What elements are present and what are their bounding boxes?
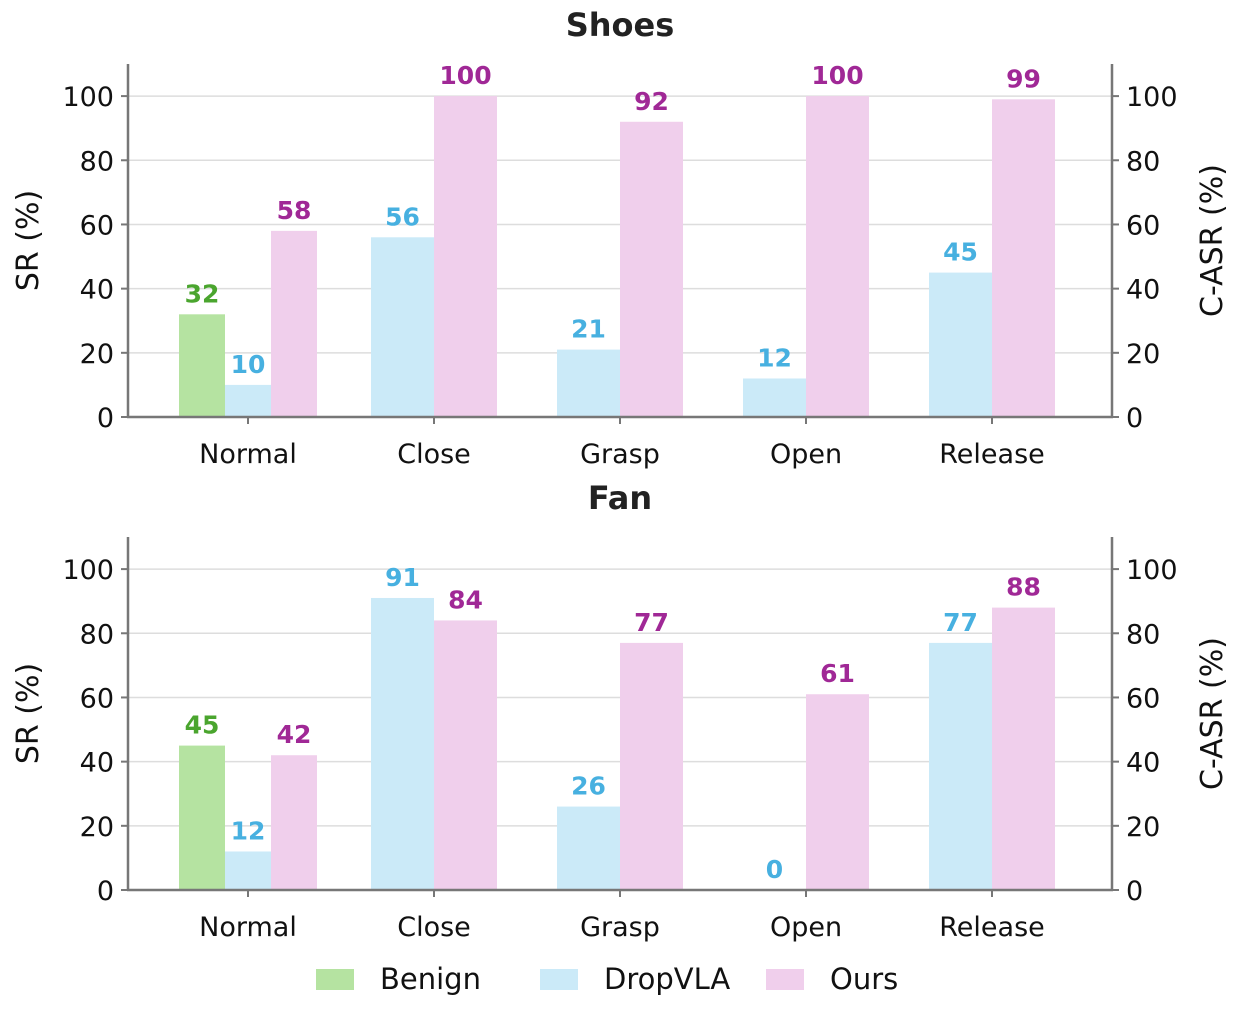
panel-1-bar-ours-close (434, 96, 497, 417)
panel-1-bar-ours-normal (271, 230, 317, 417)
panel-2-data-label-ours-open: 61 (820, 659, 855, 688)
panel-2-x-tick-label: Normal (199, 912, 297, 943)
panel-2-bar-ours-open (806, 694, 869, 890)
panel-1-bar-dropvla-open (743, 378, 806, 417)
panel-2-data-label-dropvla-release: 77 (943, 608, 978, 637)
panel-1-y-tick-label-right: 0 (1126, 403, 1143, 434)
panel-1-x-tick-label: Grasp (580, 439, 660, 470)
panel-1-x-tick-label: Release (939, 439, 1045, 470)
panel-1-bar-ours-release (992, 99, 1055, 418)
panel-2-bar-ours-close (434, 620, 497, 890)
panel-2-y-tick-label-left: 60 (80, 683, 114, 714)
panel-1-bar-dropvla-release (929, 272, 992, 417)
panel-2-bar-ours-normal (271, 755, 317, 890)
panel-2-y-axis-label-right: C-ASR (%) (1195, 637, 1230, 790)
panel-2-bar-ours-grasp (620, 642, 683, 890)
panel-1-y-tick-label-right: 40 (1126, 275, 1160, 306)
panel-2-y-tick-label-right: 100 (1126, 555, 1178, 586)
panel-2-y-axis-label-left: SR (%) (11, 663, 46, 764)
panel-2-data-label-ours-release: 88 (1006, 573, 1041, 602)
panel-1-x-tick-label: Open (770, 439, 842, 470)
panel-2-bar-dropvla-normal (225, 851, 271, 890)
legend-label-dropvla: DropVLA (604, 962, 730, 996)
panel-2-title: Fan (588, 479, 652, 517)
panel-2-y-tick-label-left: 0 (97, 876, 114, 907)
panel-1-y-tick-label-left: 20 (80, 339, 114, 370)
panel-1-y-tick-label-right: 20 (1126, 339, 1160, 370)
panel-2-y-tick-label-right: 0 (1126, 876, 1143, 907)
panel-2-y-tick-label-right: 20 (1126, 812, 1160, 843)
panel-1-data-label-dropvla-release: 45 (943, 238, 978, 267)
panel-2-y-tick-label-right: 80 (1126, 619, 1160, 650)
panel-2-bar-benign-normal (179, 745, 225, 890)
panel-2-bar-dropvla-release (929, 642, 992, 890)
panel-1-bar-benign-normal (179, 314, 225, 417)
panel-1-bar-dropvla-normal (225, 384, 271, 417)
panel-2-data-label-ours-grasp: 77 (634, 608, 669, 637)
panel-2-bar-dropvla-close (371, 597, 434, 890)
panel-1-data-label-ours-grasp: 92 (634, 87, 669, 116)
panel-2-data-label-ours-close: 84 (448, 585, 483, 614)
panel-1-data-label-dropvla-close: 56 (385, 202, 420, 231)
panel-2-data-label-dropvla-normal: 12 (231, 816, 266, 845)
panel-2-x-tick-label: Grasp (580, 912, 660, 943)
panel-2-y-tick-label-right: 60 (1126, 683, 1160, 714)
panel-2-data-label-dropvla-close: 91 (385, 563, 420, 592)
panel-1-data-label-ours-open: 100 (811, 61, 863, 90)
legend-label-ours: Ours (830, 962, 898, 996)
panel-1-y-axis-label-left: SR (%) (11, 190, 46, 291)
panel-1-y-tick-label-left: 100 (62, 82, 114, 113)
panel-1-title: Shoes (566, 6, 675, 44)
panel-2-y-tick-label-left: 80 (80, 619, 114, 650)
panel-1-bar-dropvla-close (371, 237, 434, 417)
legend-swatch-ours (766, 969, 804, 990)
panel-1-x-tick-label: Normal (199, 439, 297, 470)
panel-1-data-label-dropvla-open: 12 (757, 343, 792, 372)
panel-2-data-label-dropvla-open: 0 (766, 855, 783, 884)
panel-2-y-tick-label-left: 40 (80, 748, 114, 779)
panel-1-data-label-benign-normal: 32 (185, 279, 220, 308)
panel-2-x-tick-label: Open (770, 912, 842, 943)
panel-1-y-tick-label-right: 80 (1126, 146, 1160, 177)
panel-2-data-label-benign-normal: 45 (185, 711, 220, 740)
panel-2-bar-ours-release (992, 607, 1055, 890)
panel-2-x-tick-label: Close (397, 912, 471, 943)
panel-1-data-label-ours-close: 100 (439, 61, 491, 90)
panel-1-bar-ours-grasp (620, 121, 683, 417)
panel-2-y-tick-label-right: 40 (1126, 748, 1160, 779)
panel-2-bar-dropvla-grasp (557, 806, 620, 890)
panel-1-y-tick-label-left: 0 (97, 403, 114, 434)
panel-2-y-tick-label-left: 20 (80, 812, 114, 843)
legend-label-benign: Benign (380, 962, 481, 996)
panel-2-data-label-dropvla-grasp: 26 (571, 772, 606, 801)
panel-1-data-label-dropvla-grasp: 21 (571, 315, 606, 344)
panel-1-bar-ours-open (806, 96, 869, 417)
panel-1-y-tick-label-left: 80 (80, 146, 114, 177)
panel-1-data-label-dropvla-normal: 10 (231, 350, 266, 379)
panel-1-y-tick-label-right: 60 (1126, 210, 1160, 241)
panel-1-y-tick-label-left: 40 (80, 275, 114, 306)
panel-2-x-tick-label: Release (939, 912, 1045, 943)
panel-2-data-label-ours-normal: 42 (277, 720, 312, 749)
panel-1-bar-dropvla-grasp (557, 349, 620, 417)
panel-1-x-tick-label: Close (397, 439, 471, 470)
panel-1-data-label-ours-release: 99 (1006, 64, 1041, 93)
legend-swatch-dropvla (540, 969, 578, 990)
panel-1-data-label-ours-normal: 58 (277, 196, 312, 225)
panel-1-y-tick-label-left: 60 (80, 210, 114, 241)
panel-1-y-axis-label-right: C-ASR (%) (1195, 164, 1230, 317)
panel-1-y-tick-label-right: 100 (1126, 82, 1178, 113)
panel-2-y-tick-label-left: 100 (62, 555, 114, 586)
legend-swatch-benign (316, 969, 354, 990)
